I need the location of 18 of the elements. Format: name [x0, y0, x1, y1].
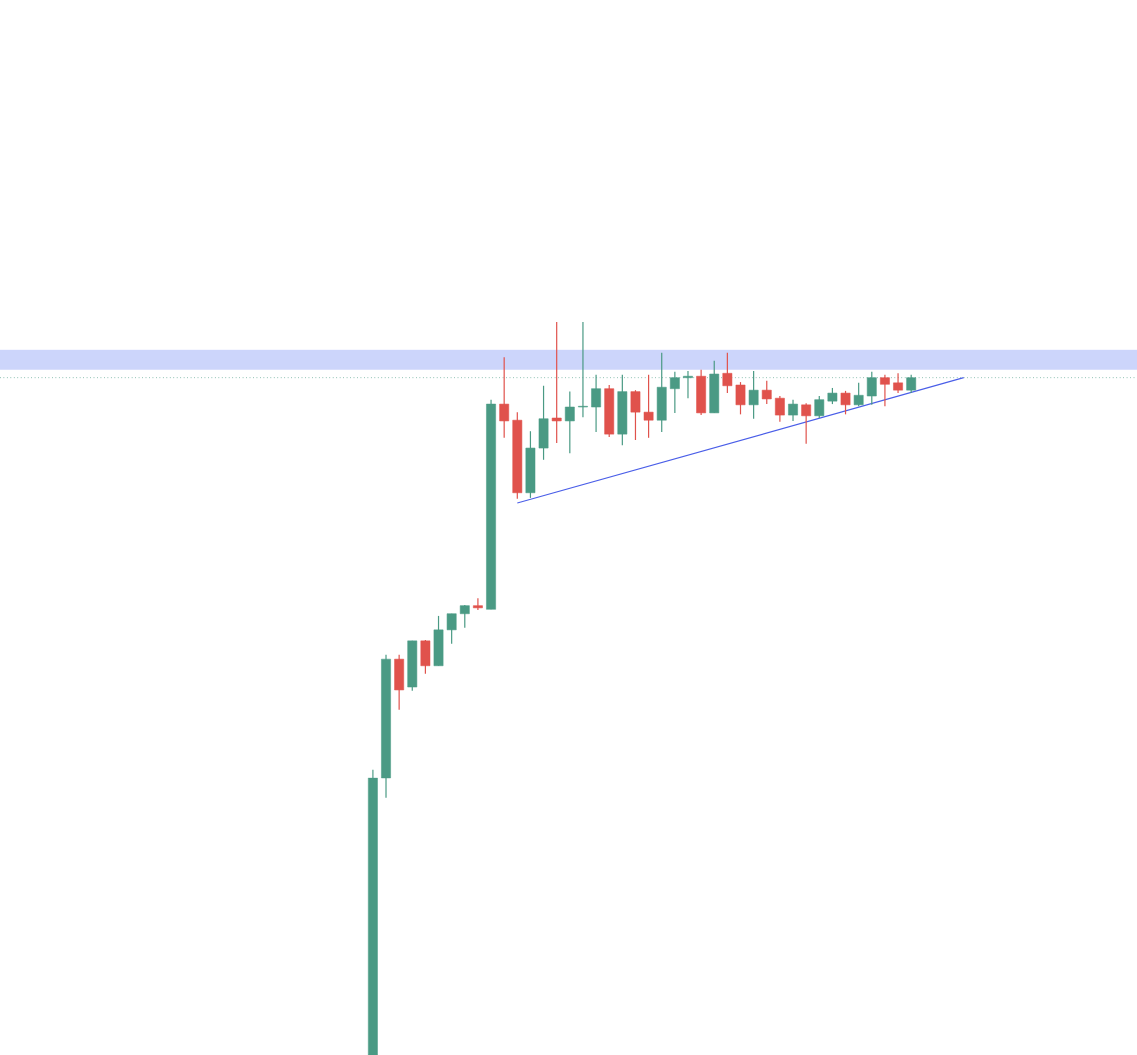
candlestick — [893, 372, 903, 394]
candlestick — [840, 390, 851, 415]
candlestick — [775, 395, 785, 423]
candlestick — [643, 374, 654, 439]
candlestick — [788, 399, 798, 422]
candlestick — [735, 381, 746, 415]
candlestick — [853, 382, 864, 407]
candlestick — [801, 402, 812, 445]
candlestick — [446, 613, 457, 645]
candlestick — [564, 391, 575, 454]
candlestick — [761, 380, 772, 405]
candlestick — [880, 374, 890, 407]
candlestick — [551, 321, 562, 444]
candlestick — [473, 597, 483, 611]
candlestick — [499, 356, 510, 439]
candlestick — [630, 389, 641, 441]
candlestick — [814, 395, 825, 419]
candlestick — [722, 352, 733, 394]
